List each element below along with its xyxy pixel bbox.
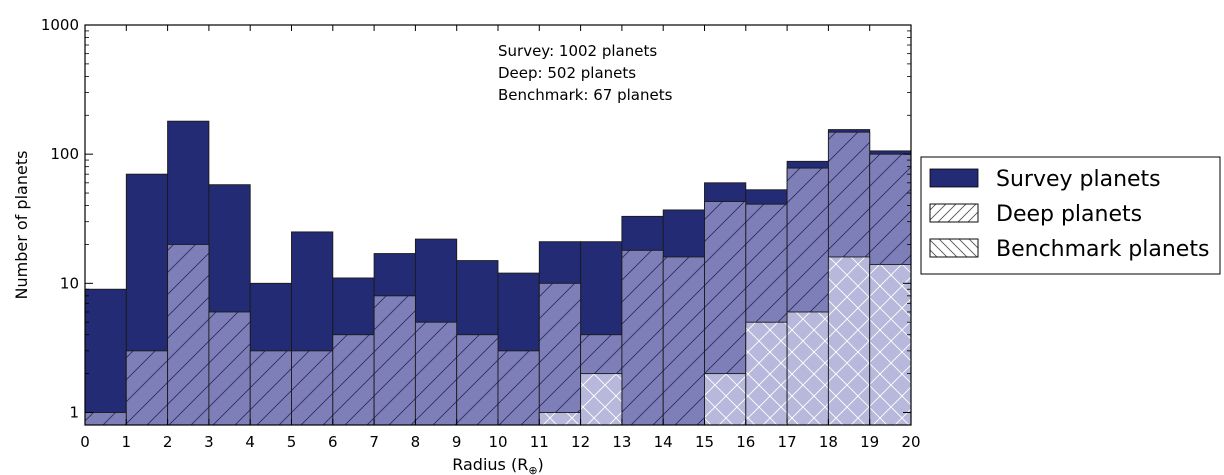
- legend-label-benchmark: Benchmark planets: [996, 237, 1209, 262]
- x-tick-label: 18: [819, 433, 838, 451]
- legend-label-survey: Survey planets: [996, 167, 1161, 192]
- bar-benchmark-18-hatch: [827, 256, 871, 426]
- bar-deep-13-hatch: [621, 249, 664, 426]
- bar-survey-0: [84, 288, 127, 426]
- legend-swatch-survey: [929, 168, 979, 188]
- x-tick-label: 14: [654, 433, 673, 451]
- x-tick-label: 15: [695, 433, 714, 451]
- x-tick-label: 11: [530, 433, 549, 451]
- annotation-block: Survey: 1002 planets Deep: 502 planets B…: [498, 42, 673, 104]
- bars-layer: [84, 120, 912, 426]
- x-tick-label: 8: [411, 433, 421, 451]
- bar-deep-6-hatch: [332, 334, 375, 426]
- bar-benchmark-16-hatch: [745, 321, 788, 426]
- x-tick-label: 16: [736, 433, 755, 451]
- legend: Survey planets Deep planets Benchmark pl…: [920, 156, 1221, 275]
- x-tick-label: 20: [901, 433, 920, 451]
- y-tick-label: 1000: [41, 16, 79, 34]
- bar-deep-0-hatch: [84, 412, 127, 426]
- bar-deep-5-hatch: [291, 350, 334, 426]
- bar-deep-9-hatch: [456, 334, 499, 426]
- bar-deep-4-hatch: [249, 350, 292, 426]
- y-tick-label: 1: [69, 403, 79, 421]
- annotation-survey: Survey: 1002 planets: [498, 42, 657, 60]
- x-tick-label: 4: [245, 433, 255, 451]
- bar-benchmark-19-hatch: [869, 263, 912, 426]
- x-tick-label: 5: [287, 433, 297, 451]
- legend-label-deep: Deep planets: [996, 202, 1142, 227]
- plot-frame: [84, 24, 912, 426]
- y-axis-label: Number of planets: [12, 151, 31, 300]
- x-tick-label: 1: [122, 433, 132, 451]
- bar-benchmark-17-hatch: [786, 311, 829, 426]
- x-tick-label: 12: [571, 433, 590, 451]
- x-axis-label: Radius (R⊕): [452, 455, 544, 475]
- x-tick-label: 6: [328, 433, 338, 451]
- y-tick-label: 10: [60, 274, 79, 292]
- x-tick-label: 19: [860, 433, 879, 451]
- bar-benchmark-12-hatch: [580, 373, 623, 426]
- x-tick-label: 7: [369, 433, 379, 451]
- bar-benchmark-11-hatch: [538, 412, 582, 426]
- x-tick-label: 9: [452, 433, 462, 451]
- annotation-benchmark: Benchmark: 67 planets: [498, 86, 673, 104]
- bar-deep-3-hatch: [208, 311, 251, 426]
- bar-deep-1-hatch: [125, 350, 169, 426]
- x-tick-label: 10: [488, 433, 507, 451]
- legend-swatch-benchmark: [929, 238, 979, 258]
- x-tick-label: 0: [80, 433, 90, 451]
- bar-deep-11-hatch: [538, 282, 582, 426]
- y-tick-label: 100: [50, 145, 79, 163]
- legend-swatch-deep: [929, 203, 979, 223]
- x-tick-label: 3: [204, 433, 214, 451]
- tick-labels: 0 1 2 3 4 5 6 7 8 9 10 11 12 13 14 15 16 17 18 19 2011010010…: [41, 16, 921, 451]
- annotation-deep: Deep: 502 planets: [498, 64, 636, 82]
- x-tick-label: 13: [612, 433, 631, 451]
- ticks-layer: [84, 24, 912, 425]
- bar-deep-14-hatch: [662, 256, 705, 426]
- x-tick-label: 2: [163, 433, 173, 451]
- bar-benchmark-15-hatch: [704, 373, 747, 426]
- x-tick-label: 17: [778, 433, 797, 451]
- bar-deep-10-hatch: [497, 350, 540, 426]
- bar-deep-8-hatch: [414, 321, 458, 426]
- bar-deep-7-hatch: [373, 295, 416, 426]
- bar-deep-2-hatch: [167, 243, 210, 426]
